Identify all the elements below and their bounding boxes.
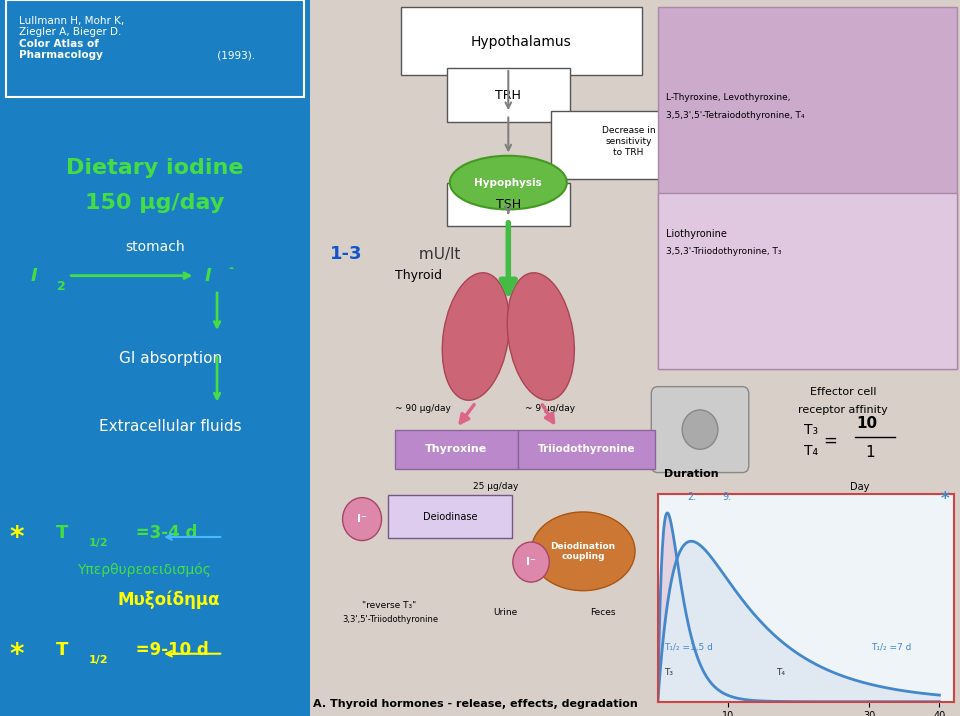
Text: A. Thyroid hormones - release, effects, degradation: A. Thyroid hormones - release, effects, … <box>313 699 638 709</box>
Text: Liothyronine: Liothyronine <box>666 229 727 239</box>
Text: 150 μg/day: 150 μg/day <box>85 193 225 213</box>
Text: (1993).: (1993). <box>214 50 255 60</box>
Text: Feces: Feces <box>589 608 615 616</box>
Text: *: * <box>10 641 24 669</box>
Text: T: T <box>56 524 68 542</box>
Text: Μυξοίδημα: Μυξοίδημα <box>118 591 221 609</box>
Ellipse shape <box>531 512 636 591</box>
Text: GI absorption: GI absorption <box>119 351 222 366</box>
Text: *: * <box>940 490 948 508</box>
Text: 3,5,3'-Triiodothyronine, T₃: 3,5,3'-Triiodothyronine, T₃ <box>666 247 781 256</box>
Text: 1/2: 1/2 <box>88 655 108 665</box>
Text: T: T <box>56 641 68 659</box>
Text: stomach: stomach <box>125 240 185 254</box>
Text: 2: 2 <box>58 280 66 293</box>
Ellipse shape <box>443 273 510 400</box>
Text: 25 μg/day: 25 μg/day <box>472 483 518 491</box>
Text: Dietary iodine: Dietary iodine <box>66 158 244 178</box>
Text: Thyroxine: Thyroxine <box>425 444 488 454</box>
Text: Deiodination
coupling: Deiodination coupling <box>550 541 615 561</box>
Text: T₃: T₃ <box>663 668 673 677</box>
Text: T₄: T₄ <box>804 444 818 458</box>
Bar <box>658 193 957 369</box>
Text: TRH: TRH <box>495 89 521 102</box>
Bar <box>395 430 518 469</box>
Text: Day: Day <box>850 482 870 492</box>
Text: I⁻: I⁻ <box>526 557 536 567</box>
Text: Lullmann H, Mohr K,: Lullmann H, Mohr K, <box>18 16 124 26</box>
Bar <box>518 430 655 469</box>
Text: I: I <box>31 266 37 285</box>
Text: 10: 10 <box>856 417 877 431</box>
Text: 3,3',5'-Triiodothyronine: 3,3',5'-Triiodothyronine <box>343 615 439 624</box>
Text: =9-10 d: =9-10 d <box>131 641 209 659</box>
FancyBboxPatch shape <box>651 387 749 473</box>
Text: Extracellular fluids: Extracellular fluids <box>99 419 242 434</box>
Text: Hypophysis: Hypophysis <box>474 178 542 188</box>
Text: 2.: 2. <box>687 493 697 502</box>
Text: Pharmacology: Pharmacology <box>18 50 103 60</box>
FancyBboxPatch shape <box>388 495 512 538</box>
Text: 1-3: 1-3 <box>329 245 362 263</box>
Text: ~ 90 μg/day: ~ 90 μg/day <box>395 404 450 412</box>
FancyBboxPatch shape <box>550 111 707 179</box>
FancyBboxPatch shape <box>446 68 570 122</box>
Text: Hypothalamus: Hypothalamus <box>471 34 571 49</box>
Text: Color Atlas of: Color Atlas of <box>18 39 99 49</box>
Ellipse shape <box>450 156 566 210</box>
Text: Duration: Duration <box>663 470 718 480</box>
Text: Deiodinase: Deiodinase <box>422 512 477 522</box>
FancyBboxPatch shape <box>6 0 304 97</box>
Circle shape <box>343 498 381 541</box>
FancyBboxPatch shape <box>446 183 570 226</box>
Text: T₄: T₄ <box>776 668 785 677</box>
Text: -: - <box>228 262 233 275</box>
Text: mU/lt: mU/lt <box>414 247 461 261</box>
Text: T₃: T₃ <box>804 422 818 437</box>
Text: I: I <box>204 266 211 285</box>
Text: 1: 1 <box>866 445 876 460</box>
Text: Thyroid: Thyroid <box>395 269 442 282</box>
Text: L-Thyroxine, Levothyroxine,: L-Thyroxine, Levothyroxine, <box>666 93 791 102</box>
Text: ~ 9 μg/day: ~ 9 μg/day <box>524 404 575 412</box>
Text: 9.: 9. <box>723 493 732 502</box>
FancyBboxPatch shape <box>401 7 641 75</box>
Bar <box>658 7 957 369</box>
Text: TSH: TSH <box>495 198 521 211</box>
Text: 1/2: 1/2 <box>88 538 108 548</box>
Text: Urine: Urine <box>492 608 517 616</box>
Text: 3,5,3',5'-Tetraiodothyronine, T₄: 3,5,3',5'-Tetraiodothyronine, T₄ <box>666 111 804 120</box>
Text: Effector cell: Effector cell <box>810 387 876 397</box>
Text: Υπερθυρεοειδισμός: Υπερθυρεοειδισμός <box>78 562 211 576</box>
Text: "reverse T₃": "reverse T₃" <box>362 601 417 609</box>
Circle shape <box>513 542 549 582</box>
Text: T₁/₂ =1,5 d: T₁/₂ =1,5 d <box>663 643 712 652</box>
Text: Triiodothyronine: Triiodothyronine <box>538 444 636 454</box>
Text: I⁻: I⁻ <box>357 514 367 524</box>
Text: *: * <box>10 524 24 552</box>
Text: =3-4 d: =3-4 d <box>131 524 198 542</box>
Ellipse shape <box>683 410 718 450</box>
Text: T₁/₂ =7 d: T₁/₂ =7 d <box>871 643 911 652</box>
Text: =: = <box>823 431 837 450</box>
Text: Decrease in
sensitivity
to TRH: Decrease in sensitivity to TRH <box>602 126 656 158</box>
Text: Ziegler A, Bieger D.: Ziegler A, Bieger D. <box>18 27 121 37</box>
Text: receptor affinity: receptor affinity <box>798 405 888 415</box>
Ellipse shape <box>507 273 574 400</box>
